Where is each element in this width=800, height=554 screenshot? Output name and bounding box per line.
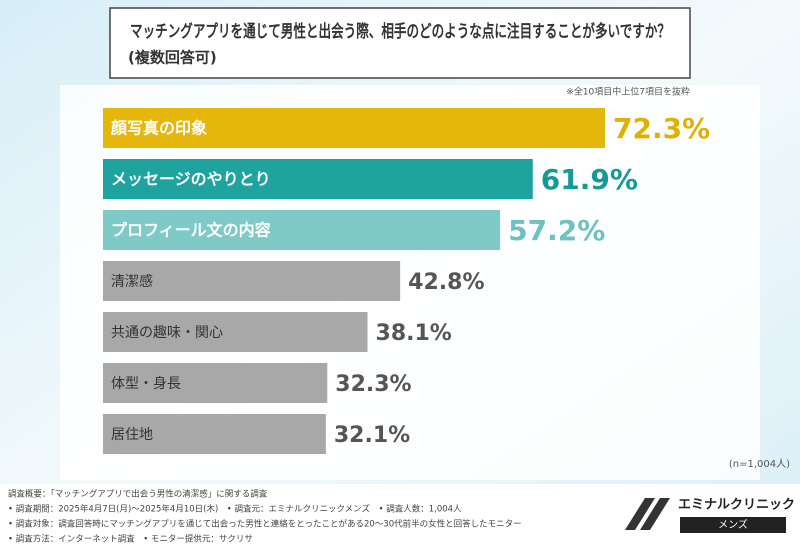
value-label: 72.3%: [613, 112, 710, 145]
value-label: 42.8%: [408, 270, 484, 295]
footer-line: • 調査期間：2025年4月7日(月)～2025年4月10日(木) • 調査元：…: [8, 504, 462, 515]
footer-line: • 調査対象：調査回答時にマッチングアプリを通じて出会った男性と連絡をとったこと…: [8, 519, 522, 530]
note: ※全10項目中上位7項目を抜粋: [566, 86, 690, 98]
sample-size: (n=1,004人): [729, 458, 790, 470]
logo-sub-box: [680, 517, 786, 533]
chart-title: マッチングアプリを通じて男性と出会う際、相手のどのような点に注目することが多いで…: [130, 21, 670, 42]
category-label: メッセージのやりとり: [111, 170, 271, 189]
bar: [103, 414, 326, 454]
title-box: [109, 7, 691, 79]
value-label: 57.2%: [508, 214, 605, 247]
bar: [103, 159, 533, 199]
logo: エミナルクリニック: [678, 498, 795, 513]
category-label: 顔写真の印象: [110, 119, 207, 138]
category-label: 体型・身長: [111, 376, 181, 392]
bar: [103, 108, 605, 148]
category-label: 清潔感: [111, 273, 153, 290]
footer-heading: 調査概要：「マッチングアプリで出会う男性の清潔感」に関する調査: [8, 489, 268, 500]
footer-line: • 調査方法：インターネット調査 • モニター提供元：サクリサ: [8, 534, 253, 545]
value-label: 38.1%: [376, 321, 452, 346]
footer: [0, 484, 800, 554]
bar: [103, 261, 401, 301]
value-label: 61.9%: [541, 163, 638, 196]
logo-sub: メンズ: [718, 518, 748, 531]
bar: [103, 363, 328, 403]
value-label: 32.3%: [335, 372, 411, 397]
value-label: 32.1%: [334, 423, 410, 448]
category-label: 共通の趣味・関心: [111, 325, 223, 341]
bar: [103, 210, 501, 250]
category-label: プロフィール文の内容: [111, 221, 271, 240]
bar: [103, 312, 368, 352]
chart-title-2: (複数回答可): [128, 49, 217, 67]
category-label: 居住地: [111, 427, 153, 443]
logo-mark: [625, 498, 670, 530]
